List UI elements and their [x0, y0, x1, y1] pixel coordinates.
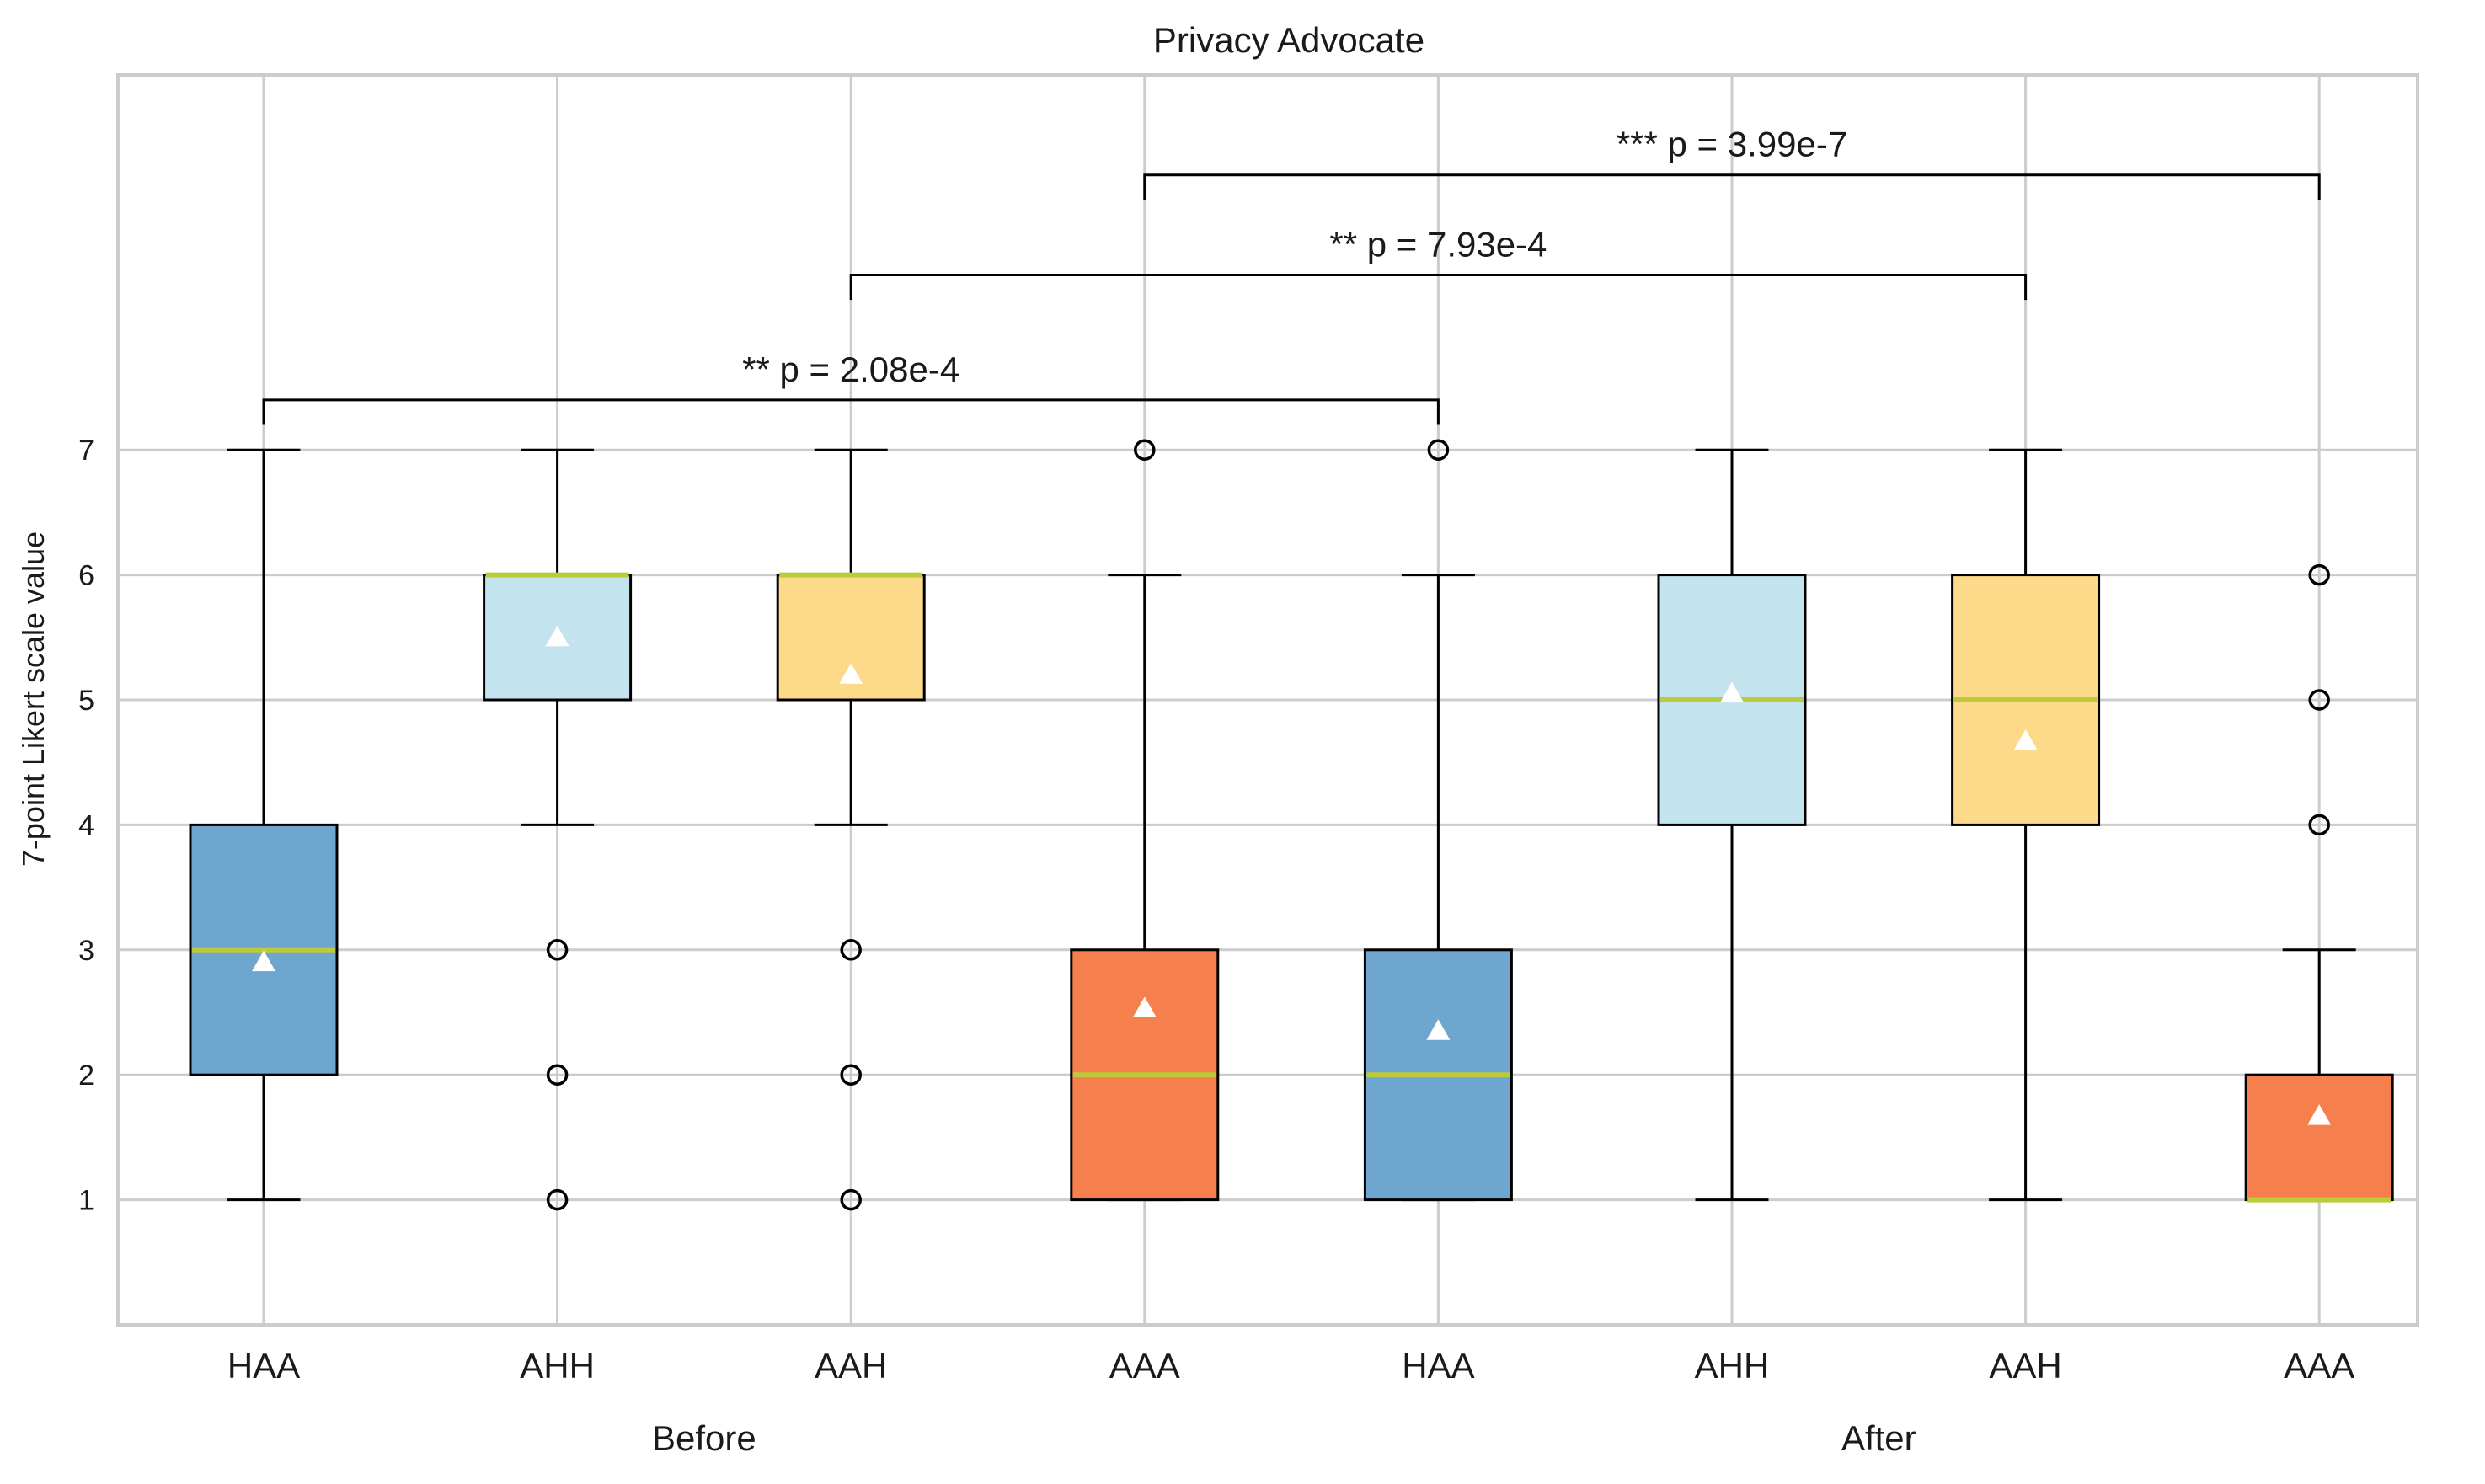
mean-marker: [2013, 729, 2038, 750]
x-tick-label: AAH: [815, 1346, 887, 1385]
outlier-point: [2308, 814, 2330, 836]
box-after-aaa: [2244, 563, 2394, 1203]
significance-label: ** p = 7.93e-4: [1329, 224, 1547, 264]
outlier-point: [1134, 439, 1156, 461]
y-tick-label: 6: [78, 560, 94, 592]
box-series: [189, 439, 2394, 1211]
iqr-box: [2244, 1073, 2394, 1202]
bracket-line: [1143, 173, 2321, 200]
box-before-aaa: [1070, 439, 1220, 1202]
bracket-line: [849, 273, 2028, 301]
significance-bracket: *** p = 3.99e-7: [1143, 125, 2321, 200]
y-axis-label: 7-point Likert scale value: [16, 531, 51, 867]
box-before-ahh: [483, 448, 633, 1211]
y-tick-label: 3: [78, 935, 94, 967]
outlier-point: [546, 939, 569, 961]
outlier-point: [2308, 689, 2330, 711]
mean-marker: [545, 625, 569, 647]
significance-bracket: ** p = 7.93e-4: [849, 224, 2028, 301]
box-before-aah: [776, 448, 926, 1211]
box-after-ahh: [1657, 448, 1807, 1202]
outlier-point: [840, 1064, 862, 1086]
x-tick-label: AAA: [2284, 1346, 2354, 1385]
mean-marker: [1720, 681, 1744, 703]
outlier-point: [840, 939, 862, 961]
plot-frame: [116, 73, 2419, 1327]
outlier-point: [1427, 439, 1450, 461]
axes: 1 2 3 4 5 6 7 HAA AHH AAH AAA HAA AHH AAH AAA Before Aft…: [78, 435, 2354, 1458]
outlier-point: [546, 1188, 569, 1211]
x-tick-label: AHH: [1695, 1346, 1770, 1385]
x-tick-label: AAH: [1989, 1346, 2061, 1385]
bracket-line: [262, 398, 1440, 425]
significance-bracket: ** p = 2.08e-4: [262, 350, 1440, 425]
outlier-point: [546, 1064, 569, 1086]
x-tick-label: HAA: [1402, 1346, 1474, 1385]
y-tick-label: 5: [78, 685, 94, 717]
outlier-point: [840, 1188, 862, 1211]
significance-label: ** p = 2.08e-4: [742, 350, 959, 389]
y-tick-label: 1: [78, 1185, 94, 1217]
x-tick-label: AHH: [520, 1346, 595, 1385]
box-after-aah: [1951, 448, 2101, 1202]
mean-marker: [839, 663, 863, 684]
y-tick-label: 4: [78, 809, 94, 841]
mean-marker: [252, 950, 275, 972]
group-label-after: After: [1841, 1418, 1916, 1458]
x-tick-label: HAA: [227, 1346, 300, 1385]
significance-label: *** p = 3.99e-7: [1617, 125, 1847, 164]
x-tick-label: AAA: [1109, 1346, 1180, 1385]
mean-marker: [2307, 1104, 2332, 1125]
y-tick-label: 7: [78, 435, 94, 467]
mean-marker: [1426, 1019, 1451, 1040]
group-label-before: Before: [652, 1418, 756, 1458]
mean-marker: [1132, 996, 1157, 1018]
box-after-haa: [1363, 439, 1513, 1202]
outlier-point: [2308, 563, 2330, 586]
significance-brackets: ** p = 2.08e-4 ** p = 7.93e-4 *** p = 3.99…: [262, 125, 2321, 425]
chart-title: Privacy Advocate: [1153, 20, 1424, 60]
box-before-haa: [189, 448, 339, 1202]
y-tick-label: 2: [78, 1060, 94, 1092]
